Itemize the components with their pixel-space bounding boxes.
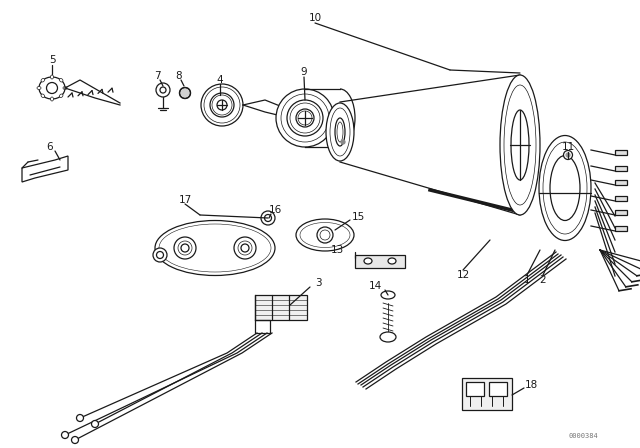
Ellipse shape (326, 103, 354, 161)
Text: 13: 13 (330, 245, 344, 255)
Ellipse shape (296, 219, 354, 251)
Ellipse shape (61, 431, 68, 439)
Ellipse shape (181, 244, 189, 252)
Text: 17: 17 (179, 195, 191, 205)
Text: 2: 2 (540, 275, 547, 285)
Ellipse shape (566, 153, 570, 157)
Ellipse shape (37, 86, 41, 90)
Ellipse shape (381, 291, 395, 299)
Bar (255, 295, 307, 320)
Text: 10: 10 (308, 13, 321, 23)
Ellipse shape (174, 237, 196, 259)
Ellipse shape (77, 414, 83, 422)
Ellipse shape (217, 100, 227, 110)
Text: 3: 3 (315, 278, 321, 288)
Ellipse shape (153, 248, 167, 262)
Ellipse shape (92, 421, 99, 427)
Bar (462, 378, 512, 410)
Text: 16: 16 (268, 205, 282, 215)
Ellipse shape (234, 237, 256, 259)
Ellipse shape (539, 135, 591, 241)
Ellipse shape (261, 211, 275, 225)
Bar (615, 196, 627, 201)
Ellipse shape (276, 89, 334, 147)
Ellipse shape (51, 97, 54, 101)
Ellipse shape (563, 151, 573, 159)
Ellipse shape (72, 436, 79, 444)
Ellipse shape (380, 332, 396, 342)
Text: 5: 5 (49, 55, 55, 65)
Ellipse shape (179, 87, 191, 99)
Text: 18: 18 (525, 380, 538, 390)
Text: 12: 12 (456, 270, 470, 280)
Ellipse shape (341, 140, 345, 144)
Ellipse shape (51, 75, 54, 79)
Polygon shape (355, 255, 405, 268)
Ellipse shape (287, 100, 323, 136)
Ellipse shape (388, 258, 396, 264)
Ellipse shape (296, 109, 314, 127)
Ellipse shape (47, 82, 58, 94)
Text: 6: 6 (47, 142, 53, 152)
Ellipse shape (60, 94, 63, 98)
Text: 11: 11 (561, 142, 575, 152)
Text: 7: 7 (154, 71, 160, 81)
Bar (615, 150, 627, 155)
Ellipse shape (201, 84, 243, 126)
Ellipse shape (41, 94, 45, 98)
Ellipse shape (511, 110, 529, 180)
Bar (466, 382, 484, 396)
Ellipse shape (364, 258, 372, 264)
Text: 4: 4 (217, 75, 223, 85)
Bar (615, 210, 627, 215)
Ellipse shape (155, 220, 275, 276)
Text: 0000384: 0000384 (568, 433, 598, 439)
Text: 1: 1 (524, 275, 531, 285)
Ellipse shape (335, 118, 345, 146)
Ellipse shape (156, 83, 170, 97)
Polygon shape (22, 156, 68, 182)
Text: 15: 15 (351, 212, 365, 222)
Text: 8: 8 (176, 71, 182, 81)
Ellipse shape (60, 78, 63, 82)
Bar (489, 382, 507, 396)
Ellipse shape (210, 93, 234, 117)
Ellipse shape (550, 155, 580, 220)
Ellipse shape (41, 78, 45, 82)
Ellipse shape (317, 227, 333, 243)
Bar (615, 180, 627, 185)
Ellipse shape (63, 86, 67, 90)
Text: 9: 9 (301, 67, 307, 77)
Text: 14: 14 (369, 281, 381, 291)
Ellipse shape (500, 75, 540, 215)
Bar (615, 166, 627, 171)
Ellipse shape (160, 87, 166, 93)
Ellipse shape (241, 244, 249, 252)
Bar (615, 226, 627, 231)
